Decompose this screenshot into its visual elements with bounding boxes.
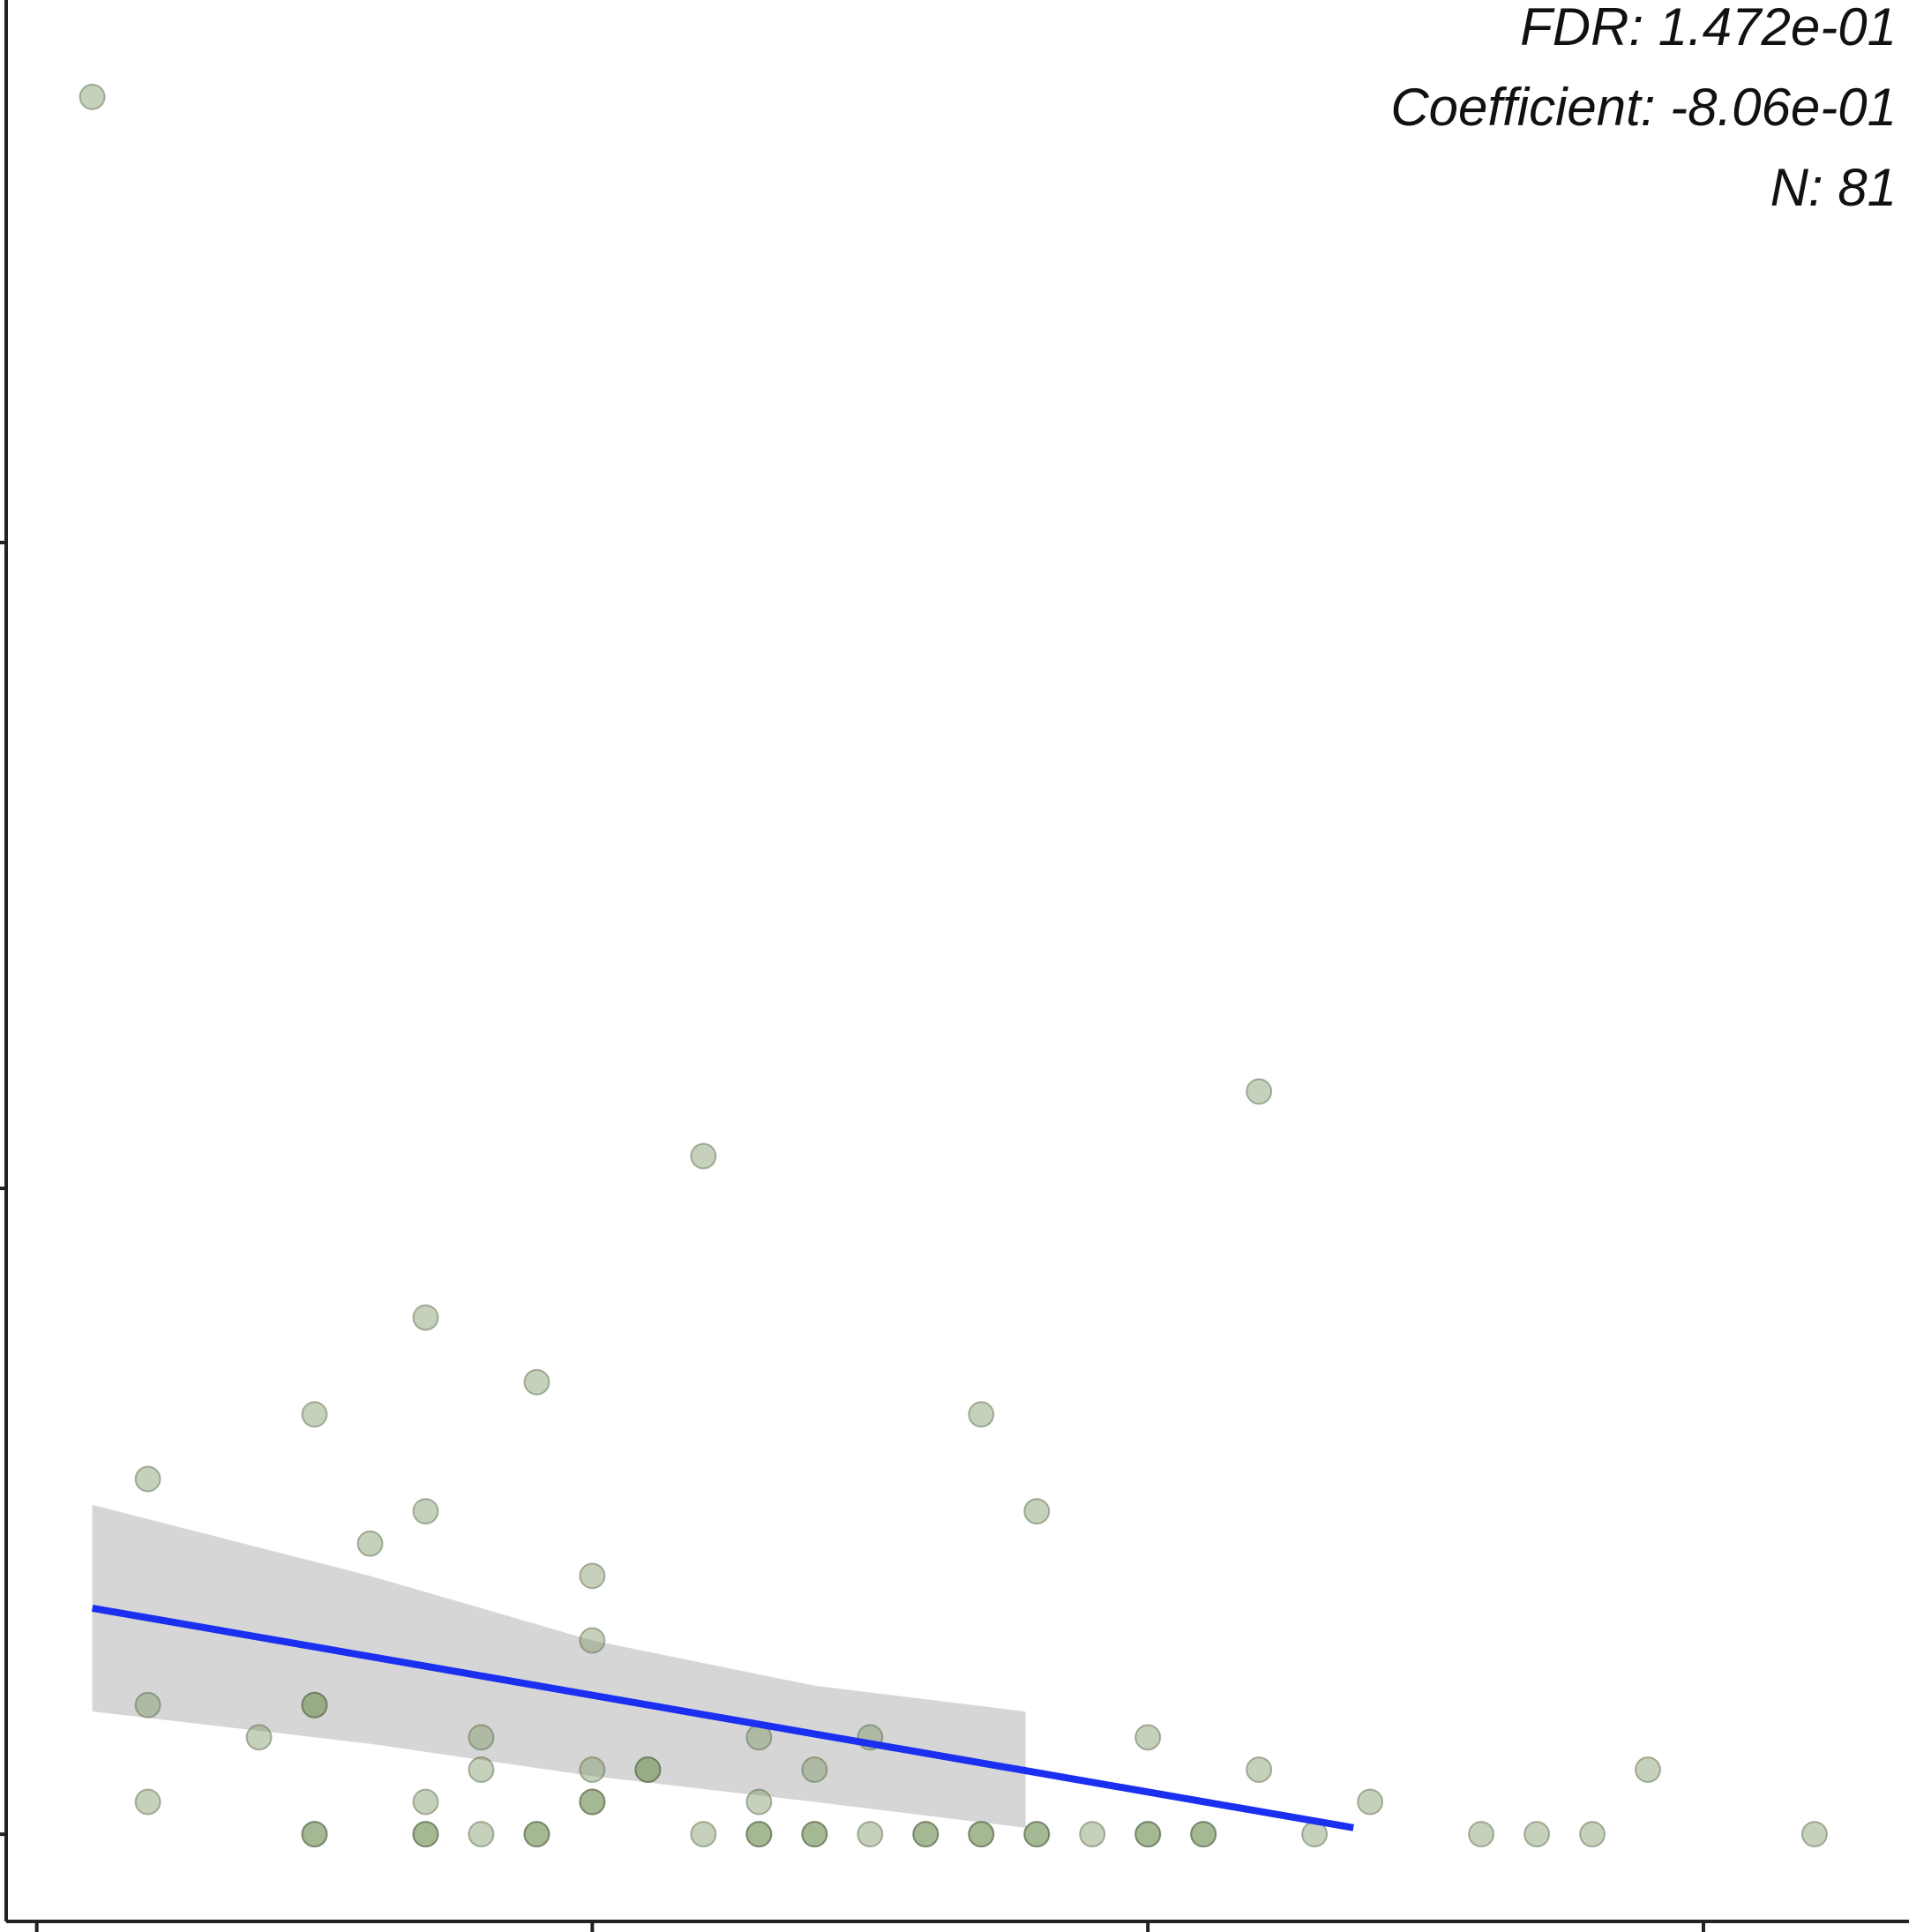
point bbox=[79, 83, 106, 110]
point bbox=[912, 1821, 940, 1848]
point bbox=[690, 1821, 717, 1848]
annotation: FDR: 1.472e-01 bbox=[1520, 0, 1897, 56]
point bbox=[968, 1821, 995, 1848]
annotation: N: 81 bbox=[1771, 158, 1897, 217]
point bbox=[745, 1788, 773, 1816]
point bbox=[301, 1401, 328, 1428]
point bbox=[1079, 1821, 1106, 1848]
point bbox=[968, 1821, 995, 1848]
point bbox=[301, 1691, 328, 1719]
point bbox=[1800, 1821, 1828, 1848]
point bbox=[1579, 1821, 1606, 1848]
point bbox=[690, 1142, 717, 1170]
point bbox=[801, 1821, 828, 1848]
point bbox=[301, 1821, 328, 1848]
point bbox=[579, 1562, 606, 1590]
point bbox=[468, 1821, 495, 1848]
point bbox=[579, 1627, 606, 1654]
annotation: Coefficient: -8.06e-01 bbox=[1390, 78, 1897, 137]
point bbox=[745, 1821, 773, 1848]
point bbox=[857, 1821, 884, 1848]
point bbox=[579, 1788, 606, 1816]
point bbox=[579, 1756, 606, 1783]
point bbox=[1134, 1821, 1162, 1848]
point bbox=[245, 1724, 273, 1751]
point bbox=[579, 1788, 606, 1816]
point bbox=[1523, 1821, 1551, 1848]
point bbox=[1635, 1756, 1662, 1783]
points bbox=[79, 83, 1828, 1848]
point bbox=[1190, 1821, 1217, 1848]
point bbox=[412, 1788, 439, 1816]
point bbox=[468, 1756, 495, 1783]
point bbox=[301, 1691, 328, 1719]
point bbox=[634, 1756, 662, 1783]
point bbox=[1246, 1756, 1273, 1783]
point bbox=[412, 1821, 439, 1848]
point bbox=[134, 1465, 161, 1493]
point bbox=[1023, 1498, 1051, 1525]
point bbox=[1190, 1821, 1217, 1848]
confidence-band bbox=[92, 1504, 1026, 1828]
point bbox=[523, 1368, 550, 1396]
point bbox=[968, 1401, 995, 1428]
point bbox=[1357, 1788, 1384, 1816]
point bbox=[1246, 1078, 1273, 1105]
point bbox=[523, 1821, 550, 1848]
point bbox=[468, 1724, 495, 1751]
point bbox=[912, 1821, 940, 1848]
point bbox=[1468, 1821, 1495, 1848]
point bbox=[412, 1304, 439, 1331]
point bbox=[1023, 1821, 1051, 1848]
point bbox=[801, 1756, 828, 1783]
point bbox=[356, 1530, 384, 1557]
point bbox=[134, 1691, 161, 1719]
fit-line bbox=[91, 1604, 1354, 1831]
point bbox=[634, 1756, 662, 1783]
point bbox=[523, 1821, 550, 1848]
point bbox=[301, 1821, 328, 1848]
point bbox=[1134, 1724, 1162, 1751]
point bbox=[801, 1821, 828, 1848]
point bbox=[1023, 1821, 1051, 1848]
point bbox=[412, 1821, 439, 1848]
point bbox=[1134, 1821, 1162, 1848]
point bbox=[134, 1788, 161, 1816]
point bbox=[745, 1821, 773, 1848]
point bbox=[412, 1498, 439, 1525]
